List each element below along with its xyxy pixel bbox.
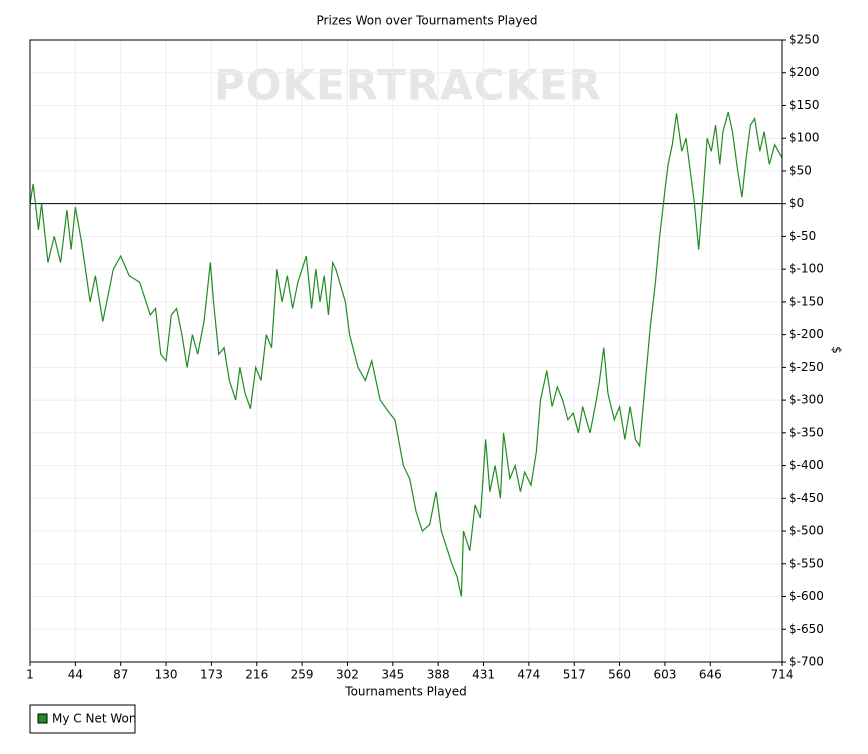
plot: [29, 111, 783, 597]
y-tick-label: $100: [789, 131, 820, 145]
x-tick-label: 388: [427, 668, 450, 682]
chart-title: Prizes Won over Tournaments Played: [317, 14, 538, 28]
line-series: [29, 111, 783, 597]
y-tick-label: $-250: [789, 360, 824, 374]
y-tick-label: $50: [789, 163, 812, 177]
y-tick-label: $-150: [789, 294, 824, 308]
legend-swatch: [37, 713, 48, 724]
x-tick-label: 646: [699, 668, 722, 682]
plot-border: [29, 39, 783, 663]
x-tick-label: 560: [608, 668, 631, 682]
y-tick-label: $150: [789, 98, 820, 112]
y-tick-label: $-600: [789, 589, 824, 603]
y-tick-label: $-700: [789, 655, 824, 669]
x-tick-label: 603: [653, 668, 676, 682]
x-tick-label: 173: [200, 668, 223, 682]
y-tick-label: $-500: [789, 524, 824, 538]
y-tick-label: $250: [789, 33, 820, 47]
y-tick-label: $-450: [789, 491, 824, 505]
y-axis-label: $: [830, 346, 844, 354]
x-tick-label: 517: [563, 668, 586, 682]
x-tick-label: 216: [245, 668, 268, 682]
y-tick-label: $-50: [789, 229, 816, 243]
x-tick-label: 87: [113, 668, 128, 682]
x-tick-label: 302: [336, 668, 359, 682]
x-tick-label: 1: [26, 668, 34, 682]
x-tick-label: 130: [155, 668, 178, 682]
watermark: POKERTRACKER: [214, 61, 602, 110]
y-tick-label: $-200: [789, 327, 824, 341]
legend-label: My C Net Won: [52, 712, 136, 726]
x-tick-label: 259: [291, 668, 314, 682]
y-tick-label: $0: [789, 196, 804, 210]
y-tick-label: $200: [789, 65, 820, 79]
y-tick-label: $-100: [789, 262, 824, 276]
x-tick-label: 714: [771, 668, 794, 682]
y-tick-label: $-350: [789, 425, 824, 439]
x-tick-label: 44: [68, 668, 83, 682]
x-tick-label: 345: [381, 668, 404, 682]
x-tick-label: 474: [517, 668, 540, 682]
x-tick-label: 431: [472, 668, 495, 682]
y-tick-label: $-650: [789, 622, 824, 636]
x-axis-label: Tournaments Played: [344, 685, 466, 699]
grid: [29, 39, 783, 663]
y-tick-label: $-550: [789, 556, 824, 570]
y-tick-label: $-400: [789, 458, 824, 472]
y-tick-label: $-300: [789, 393, 824, 407]
